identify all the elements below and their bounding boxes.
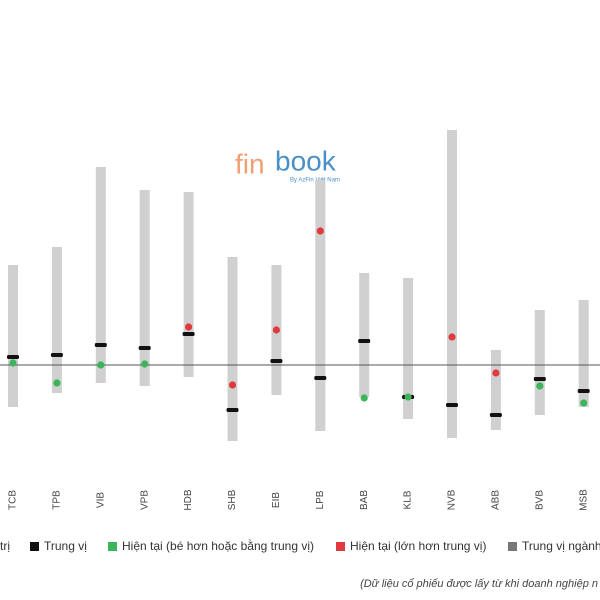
median-mark — [533, 377, 546, 381]
current-dot — [228, 381, 237, 389]
x-tick-label: VIB — [95, 492, 106, 508]
median-mark — [226, 408, 239, 412]
x-tick-label: KLB — [403, 490, 414, 509]
legend-swatch — [508, 542, 517, 551]
current-dot — [272, 326, 280, 334]
current-dot — [141, 360, 149, 368]
footnote: (Dữ liệu cổ phiếu được lấy từ khi doanh … — [360, 578, 598, 590]
x-tick-label: ABB — [491, 490, 502, 510]
range-bar — [139, 190, 150, 386]
legend-label: Trung vị — [44, 539, 87, 553]
current-dot — [316, 227, 324, 235]
range-bar — [51, 247, 62, 393]
median-mark — [270, 359, 283, 363]
legend-label: trị — [0, 539, 10, 553]
median-mark — [446, 403, 458, 407]
range-bar — [403, 278, 414, 419]
current-dot — [360, 394, 368, 402]
brand-b: book — [275, 145, 337, 176]
range-bar — [578, 300, 589, 407]
legend-swatch — [336, 542, 345, 551]
range-bar — [95, 167, 106, 383]
median-mark — [50, 353, 63, 357]
x-tick-label: LPB — [315, 490, 326, 509]
range-bar — [183, 192, 194, 377]
x-tick-label: MSB — [578, 489, 589, 511]
median-mark — [138, 346, 151, 350]
range-bar — [227, 257, 238, 441]
x-tick-label: BVB — [534, 490, 545, 510]
range-bar — [315, 180, 326, 431]
current-dot — [53, 379, 61, 387]
median-mark — [7, 355, 19, 359]
median-mark — [182, 332, 195, 336]
brand-tagline: By AzFin Việt Nam — [290, 178, 340, 184]
median-mark — [577, 389, 590, 393]
legend-swatch — [30, 542, 39, 551]
legend-label: Trung vị ngành — [522, 539, 600, 553]
x-tick-label: VPB — [139, 490, 150, 510]
x-tick-label: TPB — [52, 490, 63, 510]
x-tick-label: HDB — [183, 489, 194, 510]
legend-swatch — [108, 542, 117, 551]
current-dot — [580, 399, 588, 407]
current-dot — [448, 333, 456, 341]
brand-a: fin — [235, 148, 265, 179]
current-dot — [492, 369, 500, 377]
current-dot — [185, 323, 193, 331]
range-bar — [534, 310, 545, 415]
range-bar — [8, 265, 18, 407]
range-bar — [447, 130, 457, 438]
current-dot — [404, 393, 412, 401]
x-tick-label: EIB — [271, 492, 282, 508]
range-bar — [359, 273, 370, 397]
legend-label: Hiện tại (bé hơn hoặc bằng trung vị) — [122, 538, 314, 553]
x-tick-label: BAB — [359, 490, 370, 510]
current-dot — [536, 382, 544, 390]
x-tick-label: TCB — [8, 490, 19, 510]
legend-label: Hiện tại (lớn hơn trung vị) — [350, 539, 486, 553]
median-mark — [94, 343, 107, 347]
current-dot — [9, 359, 17, 367]
median-mark — [314, 376, 327, 380]
median-mark — [489, 413, 502, 417]
x-tick-label: SHB — [227, 489, 238, 510]
median-mark — [358, 339, 371, 343]
range-bar — [490, 350, 501, 430]
x-tick-label: NVB — [447, 489, 458, 510]
current-dot — [97, 361, 105, 369]
